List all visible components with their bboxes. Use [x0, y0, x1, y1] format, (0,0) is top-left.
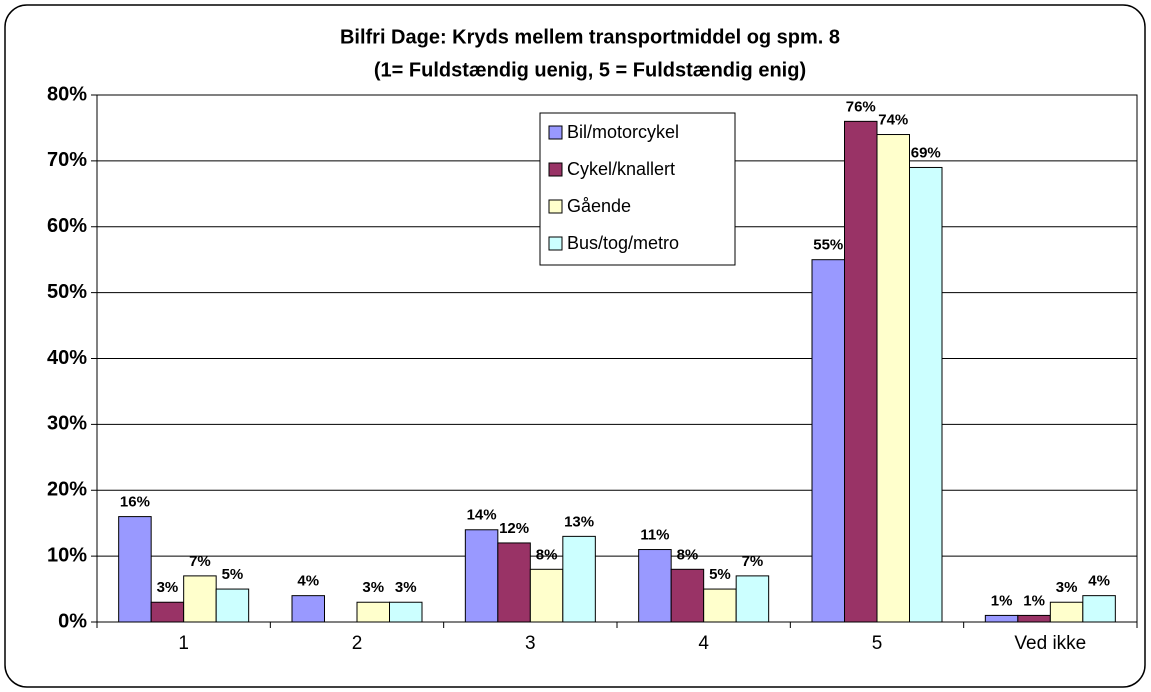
bar [670, 568, 705, 623]
bar [735, 575, 770, 623]
data-label: 3% [157, 579, 179, 596]
data-label: 4% [297, 573, 319, 590]
bar [811, 259, 845, 623]
y-tick-label: 40% [47, 347, 87, 369]
legend-swatch [548, 236, 563, 251]
data-label: 1% [991, 592, 1013, 609]
legend-swatch [548, 125, 563, 140]
legend-label: Gående [567, 196, 631, 216]
y-tick-label: 50% [47, 281, 87, 303]
data-label: 3% [1056, 579, 1078, 596]
data-label: 1% [1023, 592, 1045, 609]
x-tick-label: 1 [178, 633, 189, 654]
bar [118, 516, 152, 623]
bar [183, 575, 217, 623]
data-label: 12% [499, 520, 529, 537]
bar [1049, 601, 1084, 623]
legend-label: Cykel/knallert [567, 159, 675, 179]
x-tick-label: 5 [872, 633, 883, 654]
y-tick-label: 10% [47, 544, 87, 566]
data-label: 16% [120, 494, 150, 511]
bar [356, 601, 390, 623]
bar [389, 601, 423, 623]
data-label: 3% [362, 579, 384, 596]
bar [1082, 595, 1116, 623]
bar [562, 535, 596, 623]
bar [703, 588, 737, 623]
legend-swatch [548, 162, 563, 177]
x-tick-label: Ved ikke [1014, 633, 1086, 654]
data-label: 14% [467, 507, 497, 524]
data-label: 13% [564, 513, 594, 530]
y-tick-label: 70% [47, 149, 87, 171]
data-label: 8% [536, 546, 558, 563]
bar [464, 529, 499, 623]
x-tick-label: 2 [352, 633, 363, 654]
bar [215, 588, 250, 623]
y-tick-label: 0% [58, 610, 87, 632]
bar [291, 595, 325, 623]
y-tick-label: 80% [47, 83, 87, 105]
data-label: 74% [878, 111, 908, 128]
data-label: 76% [846, 98, 876, 115]
bar [529, 568, 564, 623]
data-label: 3% [395, 579, 417, 596]
data-label: 8% [677, 546, 699, 563]
bar [909, 166, 943, 623]
data-label: 4% [1088, 573, 1110, 590]
chart-subtitle: (1= Fuldstændig uenig, 5 = Fuldstændig e… [374, 59, 806, 81]
legend-label: Bil/motorcykel [567, 122, 679, 142]
data-label: 7% [189, 553, 211, 570]
bar [876, 134, 910, 623]
y-tick-label: 60% [47, 215, 87, 237]
legend-label: Bus/tog/metro [567, 233, 679, 253]
x-tick-label: 4 [698, 633, 709, 654]
data-label: 7% [742, 553, 764, 570]
chart-title: Bilfri Dage: Kryds mellem transportmidde… [340, 26, 840, 48]
data-label: 5% [222, 566, 244, 583]
data-label: 55% [813, 237, 843, 254]
y-tick-label: 30% [47, 413, 87, 435]
bar [1017, 614, 1051, 623]
data-label: 11% [640, 527, 669, 544]
bar [844, 120, 878, 623]
data-label: 69% [911, 144, 941, 161]
data-label: 5% [709, 566, 731, 583]
x-tick-label: 3 [525, 633, 536, 654]
bar [638, 549, 672, 623]
bar [984, 614, 1019, 623]
bar [497, 542, 531, 623]
legend-box [539, 112, 736, 266]
bar [150, 601, 185, 623]
legend-swatch [548, 199, 563, 214]
y-tick-label: 20% [47, 479, 87, 501]
